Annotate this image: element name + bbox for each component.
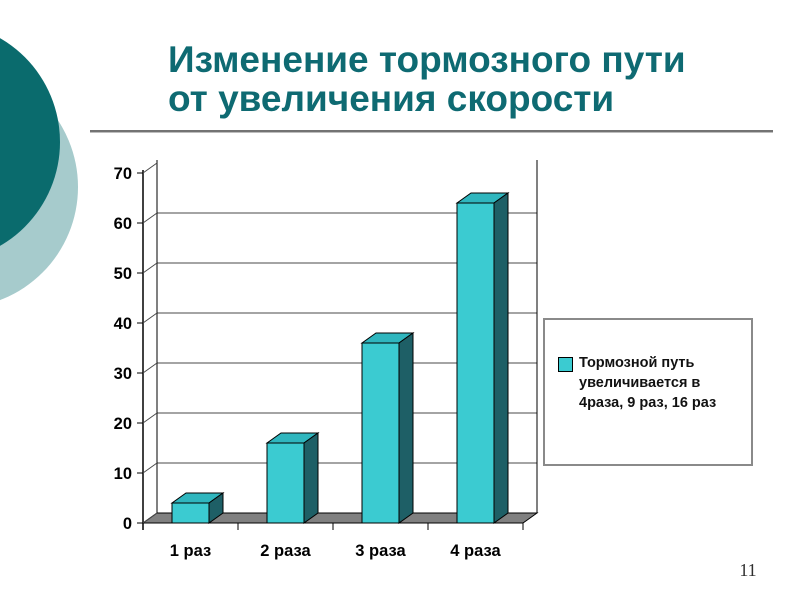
x-category-label: 4 раза	[450, 542, 501, 560]
bar-chart: 0 10 20 30 40 50 60 70 1 раз 2 раза 3 раза 4 раза	[114, 160, 539, 560]
legend-marker-swatch	[558, 357, 573, 372]
y-tick-label: 50	[114, 265, 132, 283]
bar	[361, 342, 400, 524]
y-tick-label: 40	[114, 315, 132, 333]
slide-title: Изменение тормозного пути от увеличения …	[168, 40, 728, 118]
y-tick-connector	[142, 412, 158, 424]
y-tick-label: 10	[114, 465, 132, 483]
y-tick-label: 60	[114, 215, 132, 233]
y-tick-connector	[142, 262, 158, 274]
y-tick-label: 70	[114, 165, 132, 183]
title-divider-line	[90, 130, 773, 133]
chart-legend: Тормозной путь увеличивается в 4раза, 9 …	[543, 318, 753, 466]
y-tick-connector	[142, 162, 158, 174]
chart-area: 0 10 20 30 40 50 60 70 1 раз 2 раза 3 раза 4 раза	[95, 150, 555, 580]
bar-side	[303, 432, 319, 524]
bar	[266, 442, 305, 524]
slide-page-number: 11	[739, 560, 757, 580]
x-category-label: 1 раз	[170, 542, 211, 560]
y-tick-label: 0	[123, 515, 132, 533]
x-category-label: 3 раза	[355, 542, 406, 560]
bar-side	[493, 192, 509, 524]
y-tick-label: 20	[114, 415, 132, 433]
legend-label: Тормозной путь увеличивается в 4раза, 9 …	[579, 355, 717, 411]
y-tick-connector	[142, 212, 158, 224]
bar-side	[398, 332, 414, 524]
x-category-label: 2 раза	[260, 542, 311, 560]
y-tick-connector	[142, 362, 158, 374]
bar	[171, 502, 210, 524]
slide-title-line1: Изменение тормозного пути	[168, 39, 686, 80]
slide-title-line2: от увеличения скорости	[168, 78, 615, 119]
bar	[456, 202, 495, 524]
y-tick-connector	[142, 462, 158, 474]
y-tick-connector	[142, 512, 158, 524]
y-tick-label: 30	[114, 365, 132, 383]
y-tick-connector	[142, 312, 158, 324]
